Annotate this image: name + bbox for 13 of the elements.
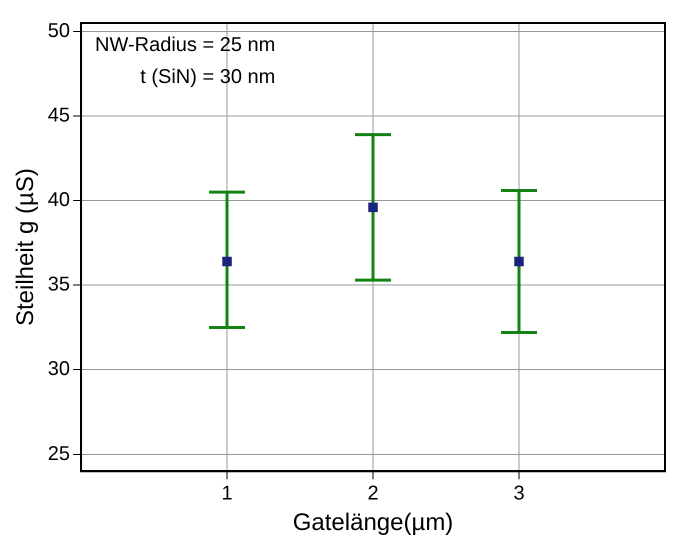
- y-tick-label: 45: [48, 104, 70, 127]
- y-tick-label: 40: [48, 189, 70, 212]
- x-axis-title: Gatelänge(µm): [292, 509, 454, 536]
- annotation: t (SiN) = 30 nm: [140, 66, 276, 88]
- y-tick-label: 30: [48, 358, 70, 380]
- x-tick-label: 2: [367, 482, 379, 505]
- x-tick-label: 3: [513, 482, 525, 505]
- y-tick-label: 50: [48, 20, 70, 42]
- y-tick-label: 25: [48, 442, 70, 465]
- y-tick-label: 35: [48, 274, 70, 296]
- annotation: NW-Radius = 25 nm: [95, 34, 276, 56]
- x-tick-label: 1: [221, 482, 233, 505]
- y-axis-title: Steilheit g (µS): [12, 168, 40, 326]
